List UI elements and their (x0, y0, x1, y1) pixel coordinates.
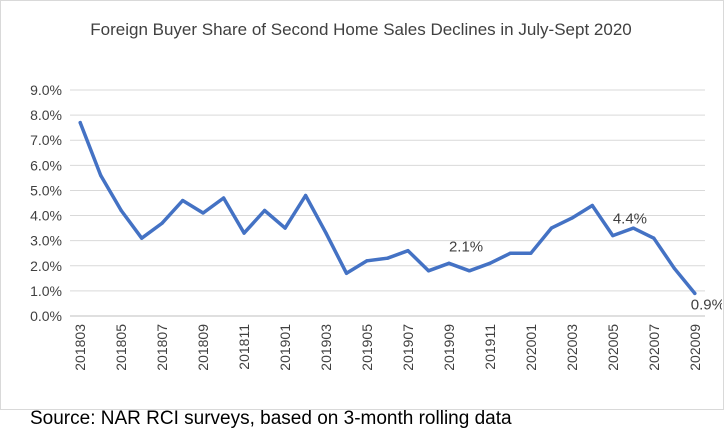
chart-title: Foreign Buyer Share of Second Home Sales… (90, 20, 632, 39)
data-label: 0.9% (691, 296, 722, 313)
series-line-layer (78, 120, 697, 296)
data-point (672, 266, 676, 270)
data-point (99, 173, 103, 177)
data-point (447, 261, 451, 265)
x-tick-label: 202009 (687, 324, 703, 371)
y-tick-label: 0.0% (30, 308, 62, 324)
y-tick-label: 5.0% (30, 182, 62, 198)
data-point (344, 271, 349, 275)
data-point (385, 256, 390, 260)
data-point (303, 193, 308, 198)
data-point (119, 208, 123, 213)
data-point (693, 291, 697, 295)
data-point (262, 208, 267, 213)
x-tick-label: 201803 (72, 324, 88, 371)
data-point (324, 231, 328, 235)
x-tick-label: 201809 (195, 324, 211, 371)
y-tick-label: 4.0% (30, 208, 62, 224)
x-tick-label: 201901 (277, 324, 293, 371)
data-point (140, 236, 144, 240)
x-axis-tick-labels: 201803 201805 201807 201809 201811 201901 2019… (72, 324, 703, 371)
y-tick-label: 1.0% (30, 283, 62, 299)
data-point (242, 231, 246, 235)
x-tick-label: 201805 (113, 324, 129, 371)
data-point (488, 261, 492, 265)
x-tick-label: 202005 (605, 324, 621, 371)
x-tick-label: 201911 (482, 324, 498, 370)
line-chart: 0.0% 1.0% 2.0% 3.0% 4.0% 5.0% 6.0% 7.0% 8.0% 9.0%… (30, 82, 722, 371)
y-axis-tick-labels: 0.0% 1.0% 2.0% 3.0% 4.0% 5.0% 6.0% 7.0% 8.0% 9.0% (30, 82, 62, 324)
y-tick-label: 3.0% (30, 233, 62, 249)
data-point (611, 234, 615, 238)
data-point (78, 121, 82, 125)
y-tick-label: 9.0% (30, 82, 62, 98)
data-point (365, 259, 369, 263)
data-point (631, 226, 635, 230)
chart-area (0, 0, 724, 410)
x-tick-label: 201807 (154, 324, 170, 371)
y-tick-label: 8.0% (30, 107, 62, 123)
data-point (549, 226, 553, 230)
data-label: 4.4% (613, 211, 647, 228)
gridlines (70, 89, 705, 292)
x-tick-label: 201811 (236, 324, 252, 370)
y-tick-label: 6.0% (30, 157, 62, 173)
x-tick-label: 202007 (646, 324, 662, 371)
series-line (78, 120, 697, 296)
source-note: Source: NAR RCI surveys, based on 3-mont… (30, 408, 512, 429)
x-tick-label: 201909 (441, 324, 457, 371)
data-point (590, 203, 594, 208)
data-labels: 2.1% 4.4% 0.9% (449, 211, 722, 314)
x-tick-label: 201903 (318, 324, 334, 371)
y-tick-label: 7.0% (30, 132, 62, 148)
data-point (426, 269, 431, 273)
data-point (570, 216, 574, 220)
y-tick-label: 2.0% (30, 258, 62, 274)
data-point (652, 236, 656, 240)
data-point (283, 226, 287, 230)
x-tick-label: 201905 (359, 324, 375, 371)
data-point (508, 251, 513, 255)
x-tick-label: 202003 (564, 324, 580, 371)
data-point (222, 196, 226, 200)
data-point (181, 198, 185, 203)
data-point (160, 221, 164, 225)
data-point (467, 269, 472, 273)
data-label: 2.1% (449, 238, 483, 255)
data-points (78, 121, 697, 295)
data-point (529, 251, 533, 255)
x-tick-label: 202001 (523, 324, 539, 371)
data-point (201, 211, 205, 215)
data-point (406, 249, 410, 253)
x-tick-label: 201907 (400, 324, 416, 371)
